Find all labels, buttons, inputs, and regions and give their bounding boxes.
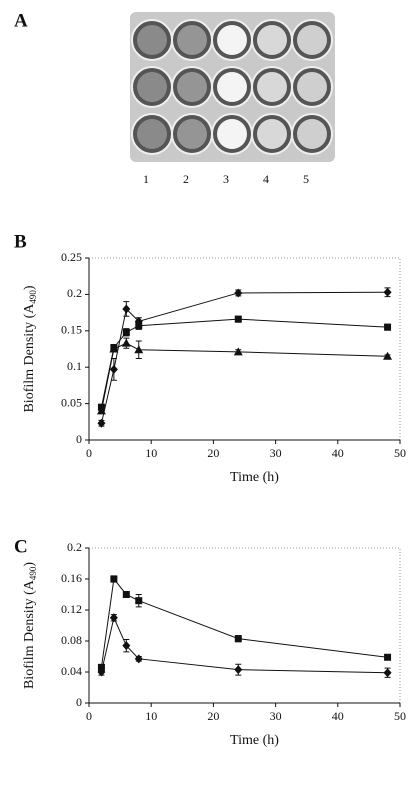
x-tick-label: 40	[332, 709, 344, 723]
marker	[121, 338, 131, 347]
well-inner	[297, 119, 327, 149]
well-inner	[177, 72, 207, 102]
x-tick-label: 20	[207, 446, 219, 460]
x-tick-label: 50	[394, 709, 406, 723]
panel-label: B	[14, 231, 27, 252]
y-label-main: Biofilm Density (A	[22, 579, 37, 689]
marker	[384, 653, 392, 661]
marker	[134, 345, 144, 354]
well-inner	[177, 25, 207, 55]
well-inner	[297, 25, 327, 55]
marker	[122, 591, 130, 598]
well-inner	[137, 25, 167, 55]
plot-frame	[89, 547, 401, 703]
well-label: 1	[143, 172, 149, 186]
marker	[383, 668, 392, 678]
y-label-end: )	[22, 285, 37, 290]
series-line	[100, 616, 388, 674]
x-tick-label: 40	[332, 446, 344, 460]
well-label: 5	[303, 172, 309, 186]
marker	[97, 418, 106, 428]
y-label-end: )	[22, 562, 37, 567]
marker	[96, 406, 106, 415]
marker	[233, 347, 243, 356]
well-inner	[217, 25, 247, 55]
marker	[383, 287, 392, 297]
plot-frame	[89, 257, 401, 440]
y-tick-label: 0.15	[61, 323, 82, 337]
x-tick-label: 50	[394, 446, 406, 460]
x-tick-label: 10	[145, 446, 157, 460]
x-tick-label: 0	[86, 709, 92, 723]
y-label-sub: 490	[28, 290, 38, 304]
x-tick-label: 10	[145, 709, 157, 723]
y-tick-label: 0.25	[61, 250, 82, 264]
series-line	[100, 318, 388, 408]
series-line	[100, 291, 388, 424]
marker	[122, 304, 131, 314]
y-tick-label: 0	[76, 432, 82, 446]
well-label: 4	[263, 172, 269, 186]
y-tick-label: 0	[76, 695, 82, 709]
marker	[109, 344, 119, 353]
well-inner	[137, 72, 167, 102]
marker	[383, 351, 393, 360]
x-axis-label: Time (h)	[230, 733, 279, 748]
marker	[110, 575, 118, 583]
series-line	[100, 342, 388, 411]
marker	[109, 613, 118, 623]
x-tick-label: 30	[270, 709, 282, 723]
marker	[234, 288, 243, 298]
well-inner	[257, 119, 287, 149]
well-inner	[177, 119, 207, 149]
y-tick-label: 0.08	[61, 633, 82, 647]
marker	[234, 665, 243, 675]
y-tick-label: 0.04	[61, 664, 82, 678]
well-inner	[297, 72, 327, 102]
x-axis-label: Time (h)	[230, 470, 279, 485]
y-tick-label: 0.16	[61, 571, 82, 585]
series-line	[100, 577, 388, 668]
well-label: 2	[183, 172, 189, 186]
x-tick-label: 0	[86, 446, 92, 460]
y-axis-label: Biofilm Density (A490)	[22, 562, 38, 689]
well-inner	[257, 25, 287, 55]
y-tick-label: 0.2	[67, 286, 82, 300]
marker	[234, 635, 242, 643]
y-tick-label: 0.1	[67, 359, 82, 373]
y-tick-label: 0.2	[67, 540, 82, 554]
x-tick-label: 30	[270, 446, 282, 460]
marker	[109, 364, 118, 374]
y-tick-label: 0.05	[61, 395, 82, 409]
marker	[122, 641, 131, 651]
marker	[97, 667, 106, 677]
well-label: 3	[223, 172, 229, 186]
x-tick-label: 20	[207, 709, 219, 723]
marker	[97, 663, 105, 671]
well-inner	[217, 119, 247, 149]
marker	[234, 315, 242, 323]
y-axis-label: Biofilm Density (A490)	[22, 285, 38, 412]
y-tick-label: 0.12	[61, 602, 82, 616]
y-label-sub: 490	[28, 566, 38, 580]
well-inner	[257, 72, 287, 102]
marker	[384, 323, 392, 331]
marker	[135, 597, 143, 605]
marker	[122, 328, 130, 336]
well-inner	[137, 119, 167, 149]
marker	[135, 322, 143, 330]
panel-label: A	[14, 10, 28, 31]
well-inner	[217, 72, 247, 102]
y-label-main: Biofilm Density (A	[22, 303, 37, 413]
marker	[134, 654, 143, 664]
panel-label: C	[14, 536, 28, 557]
